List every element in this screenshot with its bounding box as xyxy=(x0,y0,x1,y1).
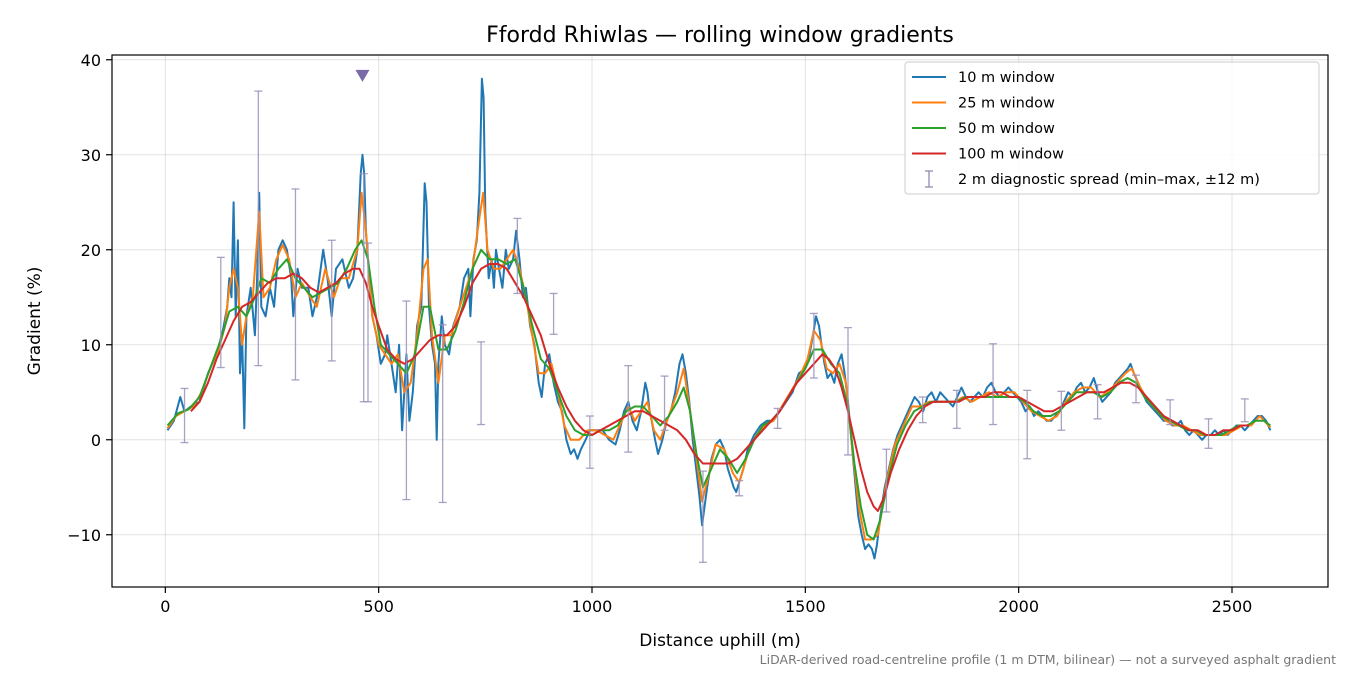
legend-label-1: 10 m window xyxy=(958,70,1055,86)
error-bar xyxy=(809,312,818,379)
x-tick-label: 1000 xyxy=(572,597,613,616)
legend-label-3: 50 m window xyxy=(958,121,1055,137)
chart-title: Ffordd Rhiwlas — rolling window gradient… xyxy=(486,23,954,48)
peak-marker xyxy=(355,69,370,82)
x-tick-label: 500 xyxy=(363,597,394,616)
error-bar xyxy=(327,239,336,362)
error-bar xyxy=(291,188,300,381)
legend-box xyxy=(904,61,1320,195)
error-bar xyxy=(624,364,633,453)
error-bar xyxy=(254,90,263,367)
x-axis-ticks: 0 500 1000 1500 2000 2500 xyxy=(160,587,1252,616)
footnote: LiDAR-derived road-centreline profile (1… xyxy=(760,652,1336,667)
legend-label-4: 100 m window xyxy=(958,147,1064,163)
error-bar xyxy=(698,470,707,563)
error-bar xyxy=(844,326,852,456)
error-bar xyxy=(1093,383,1102,420)
legend-label-2: 25 m window xyxy=(958,96,1055,112)
x-tick-label: 2000 xyxy=(998,597,1039,616)
error-bar xyxy=(1132,374,1140,404)
error-bar xyxy=(549,292,558,335)
legend-label-5: 2 m diagnostic spread (min–max, ±12 m) xyxy=(958,172,1260,188)
error-bar xyxy=(1240,398,1249,423)
marker-layer xyxy=(355,69,370,82)
x-tick-label: 0 xyxy=(160,597,170,616)
error-bar xyxy=(513,217,522,295)
error-bar xyxy=(1057,390,1066,431)
error-bar xyxy=(989,343,998,426)
error-bar xyxy=(216,256,225,369)
error-bar xyxy=(402,300,411,501)
error-bar xyxy=(952,389,961,430)
legend: 10 m window 25 m window 50 m window 100 m w… xyxy=(904,61,1320,195)
error-bar xyxy=(735,479,744,497)
error-bar xyxy=(1204,418,1213,449)
y-tick-label: 0 xyxy=(91,431,101,450)
series-line-3 xyxy=(166,239,1271,541)
series-line-2 xyxy=(166,191,1272,541)
y-axis-ticks: −10 0 10 20 30 40 xyxy=(67,51,112,545)
y-tick-label: 20 xyxy=(81,241,101,260)
errorbar-layer xyxy=(180,90,1249,563)
error-bar xyxy=(773,407,782,430)
error-bar xyxy=(1166,399,1175,426)
error-bar xyxy=(364,242,372,403)
legend-swatch-errorbar xyxy=(925,170,933,188)
x-tick-label: 2500 xyxy=(1212,597,1253,616)
error-bar xyxy=(1023,389,1032,460)
error-bar xyxy=(180,387,189,444)
y-tick-label: 10 xyxy=(81,336,101,355)
y-axis-label: Gradient (%) xyxy=(25,267,45,376)
x-tick-label: 1500 xyxy=(785,597,826,616)
x-axis-label: Distance uphill (m) xyxy=(639,631,800,651)
error-bar xyxy=(585,415,594,469)
error-bar xyxy=(438,324,447,504)
y-tick-label: −10 xyxy=(67,526,101,545)
error-bar xyxy=(918,396,927,424)
error-bar xyxy=(660,375,669,431)
error-bar xyxy=(882,448,891,513)
plot-frame xyxy=(111,54,1329,588)
error-bar xyxy=(477,341,486,426)
y-tick-label: 30 xyxy=(81,146,101,165)
y-tick-label: 40 xyxy=(81,51,101,70)
